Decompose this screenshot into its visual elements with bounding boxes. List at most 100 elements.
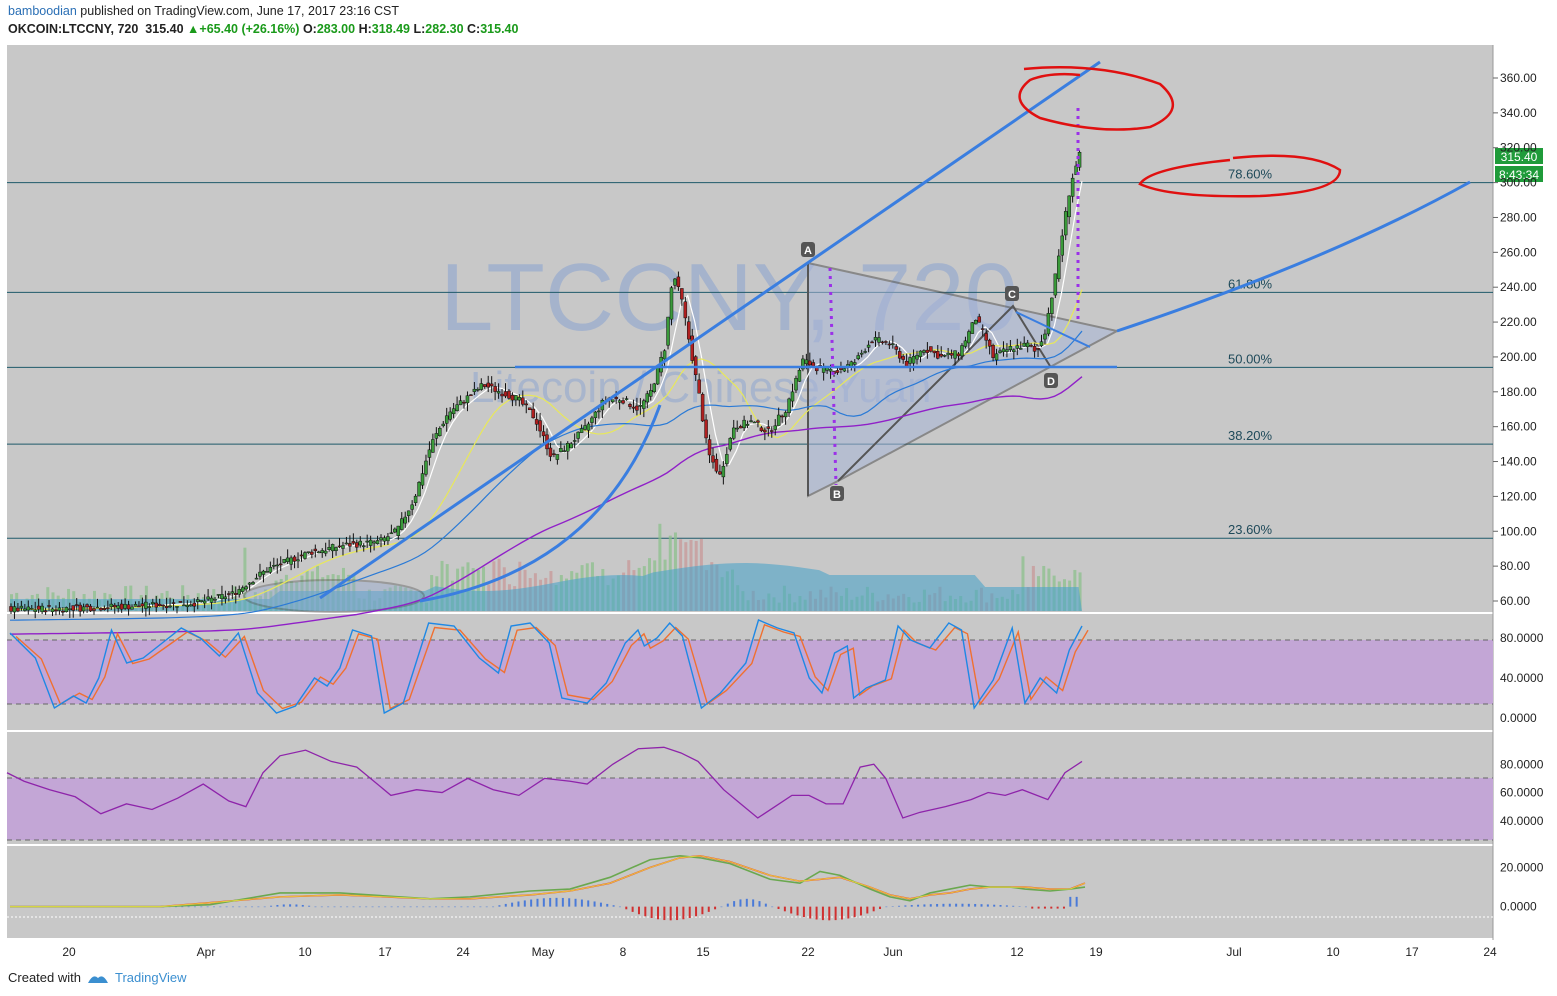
candle-body <box>289 557 293 565</box>
macd-histogram-bar <box>593 901 596 907</box>
candle-body <box>130 606 134 610</box>
candle-body <box>521 397 525 405</box>
macd-histogram-bar <box>270 905 273 907</box>
tradingview-logo-icon <box>87 972 109 984</box>
stoch-tick-label: 40.0000 <box>1500 671 1544 685</box>
candle-body <box>479 383 484 390</box>
candle-body <box>1063 211 1068 236</box>
candle-body <box>949 353 954 356</box>
candle-body <box>749 420 753 422</box>
macd-histogram-bar <box>993 904 996 907</box>
macd-histogram-bar <box>1043 906 1046 909</box>
macd-histogram-bar <box>434 906 437 908</box>
candle-body <box>880 341 885 344</box>
candle-body <box>884 341 888 343</box>
candle-body <box>721 466 726 478</box>
candle-body <box>341 545 345 549</box>
macd-histogram-bar <box>948 903 951 907</box>
candle-body <box>310 551 314 555</box>
axes: 360.00340.00320.00300.00280.00260.00240.… <box>62 71 1543 959</box>
candle-body <box>29 608 34 610</box>
candle-body <box>375 540 380 544</box>
price-tick-label: 100.00 <box>1500 524 1537 538</box>
candle-body <box>579 428 584 433</box>
candle-body <box>327 547 331 550</box>
candle-body <box>81 606 86 612</box>
candle-body <box>351 541 356 544</box>
candle-body <box>773 425 777 430</box>
macd-histogram-bar <box>561 897 564 907</box>
macd-histogram-bar <box>644 906 647 917</box>
candle-body <box>842 368 847 372</box>
candle-body <box>759 427 764 432</box>
candle-body <box>742 419 746 429</box>
candle-body <box>877 337 881 343</box>
candle-body <box>534 419 539 425</box>
candle-body <box>628 404 632 407</box>
candle-body <box>455 404 459 411</box>
macd-histogram-bar <box>701 906 704 915</box>
candle-body <box>434 433 439 439</box>
candle-body <box>109 603 114 608</box>
last-price-badge <box>1495 148 1543 164</box>
macd-histogram-bar <box>244 906 247 908</box>
macd-histogram-bar <box>726 903 729 907</box>
candlesticks[interactable] <box>9 150 1082 619</box>
rsi-band <box>7 778 1493 840</box>
candle-body <box>718 471 722 475</box>
trend-drawings[interactable]: 315.40 8:43:34 <box>319 60 1543 603</box>
candle-body <box>275 564 280 567</box>
candle-body <box>960 345 964 357</box>
macd-histogram-bar <box>257 906 260 908</box>
candle-body <box>583 425 587 430</box>
candle-body <box>953 350 957 359</box>
candle-body <box>209 597 214 603</box>
candle-body <box>206 596 210 600</box>
candle-body <box>171 602 176 604</box>
candle-body <box>493 386 497 392</box>
candle-body <box>424 460 428 475</box>
candle-body <box>946 352 950 356</box>
macd-histogram-bar <box>339 906 342 908</box>
candle-body <box>195 599 200 602</box>
tradingview-link[interactable]: TradingView <box>114 970 187 985</box>
macd-histogram-bar <box>898 905 901 907</box>
macd-histogram-bar <box>955 903 958 907</box>
candle-body <box>1012 349 1016 352</box>
macd-histogram-bar <box>555 897 558 907</box>
candle-body <box>1060 235 1065 256</box>
candle-body <box>652 383 656 392</box>
macd-histogram-bar <box>542 898 545 907</box>
macd-histogram-bar <box>853 906 856 918</box>
x-tick-label: 22 <box>801 945 815 959</box>
macd-pane[interactable] <box>7 846 1493 938</box>
price-pane[interactable] <box>7 45 1493 612</box>
macd-histogram-bar <box>961 903 964 907</box>
candle-body <box>410 504 414 510</box>
macd-histogram-bar <box>885 906 888 908</box>
symbol-info: OKCOIN:LTCCNY, 720 315.40 ▲+65.40 (+26.1… <box>8 22 518 36</box>
volume-bar <box>129 585 133 611</box>
candle-body <box>244 586 248 590</box>
candle-body <box>192 602 197 607</box>
macd-histogram-bar <box>606 903 609 907</box>
candle-body <box>258 571 262 577</box>
close-label: C: <box>467 22 481 36</box>
stoch-tick-label: 0.0000 <box>1500 711 1537 725</box>
candle-body <box>189 604 193 607</box>
macd-histogram-bar <box>790 906 793 914</box>
candle-body <box>904 360 909 367</box>
price-tick-label: 120.00 <box>1500 489 1537 503</box>
open-value: 283.00 <box>316 22 356 36</box>
candle-body <box>894 346 899 350</box>
candle-body <box>527 407 532 411</box>
candle-body <box>704 419 708 439</box>
candle-body <box>57 607 62 611</box>
candle-body <box>334 547 338 551</box>
candle-body <box>956 353 961 357</box>
macd-histogram-bar <box>967 903 970 907</box>
oscillators <box>6 619 1089 921</box>
author-link[interactable]: bamboodian <box>8 4 77 18</box>
candle-body <box>687 321 691 340</box>
